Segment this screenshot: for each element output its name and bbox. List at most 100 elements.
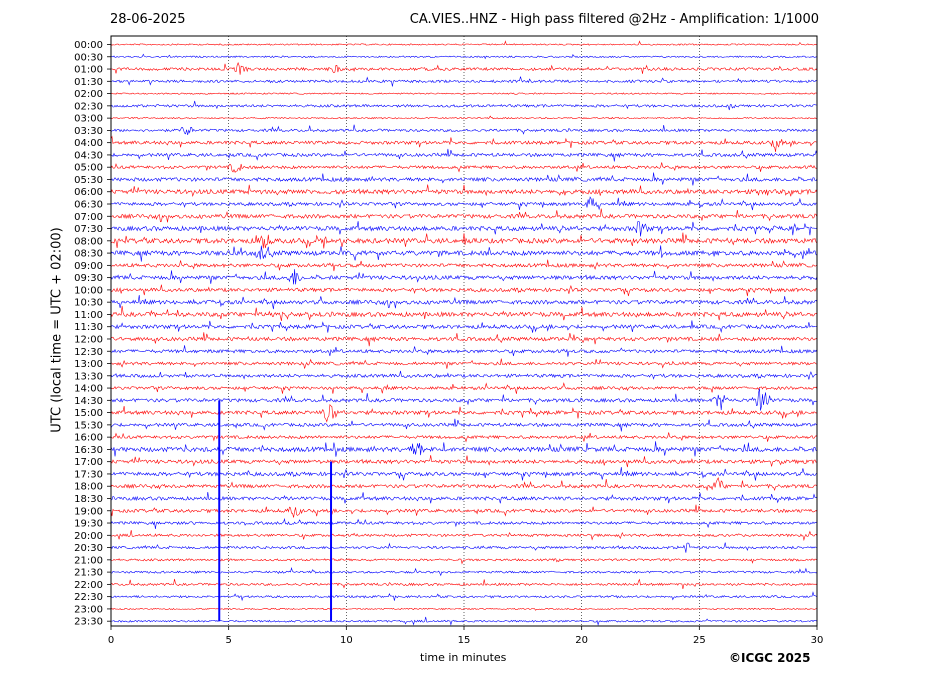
- y-tick-label: 14:30: [74, 396, 103, 407]
- trace-1330: [110, 370, 817, 380]
- y-tick-label: 00:30: [74, 52, 103, 63]
- y-tick-label: 01:00: [74, 65, 103, 76]
- y-tick-label: 11:00: [74, 310, 103, 321]
- y-tick-label: 04:30: [74, 150, 103, 161]
- trace-0430: [110, 148, 818, 162]
- y-tick-label: 22:30: [74, 592, 103, 603]
- y-tick-label: 07:00: [74, 212, 103, 223]
- y-tick-label: 02:00: [74, 89, 103, 100]
- y-tick-label: 03:00: [74, 114, 103, 125]
- trace-0800: [110, 232, 818, 249]
- trace-0500: [110, 162, 818, 173]
- y-tick-label: 06:30: [74, 200, 103, 211]
- copyright-notice: ©ICGC 2025: [729, 651, 811, 665]
- y-tick-label: 10:00: [74, 285, 103, 296]
- y-tick-label: 11:30: [74, 322, 103, 333]
- y-tick-label: 15:00: [74, 408, 103, 419]
- y-tick-label: 16:30: [74, 445, 103, 456]
- trace-1100: [110, 305, 818, 321]
- trace-1400: [110, 382, 818, 394]
- trace-0930: [110, 269, 818, 285]
- x-tick-label: 0: [108, 635, 114, 646]
- trace-0030: [111, 53, 818, 60]
- y-tick-label: 17:30: [74, 469, 103, 480]
- trace-1300: [110, 358, 818, 369]
- x-tick-label: 20: [575, 635, 588, 646]
- trace-0130: [110, 76, 818, 87]
- y-tick-label: 18:30: [74, 494, 103, 505]
- x-tick-label: 25: [693, 635, 706, 646]
- trace-1430: [110, 388, 818, 411]
- y-tick-label: 12:00: [74, 334, 103, 345]
- trace-1030: [110, 294, 818, 310]
- y-tick-label: 22:00: [74, 580, 103, 591]
- y-tick-label: 01:30: [74, 77, 103, 88]
- x-tick-label: 10: [340, 635, 353, 646]
- trace-2100: [110, 558, 818, 565]
- x-axis-label: time in minutes: [420, 651, 507, 664]
- trace-1200: [110, 332, 818, 347]
- y-tick-label: 13:30: [74, 371, 103, 382]
- y-tick-label: 20:30: [74, 543, 103, 554]
- y-tick-label: 15:30: [74, 420, 103, 431]
- seismic-traces: [110, 40, 818, 626]
- y-tick-label: 09:00: [74, 261, 103, 272]
- y-tick-label: 21:00: [74, 555, 103, 566]
- y-tick-label: 05:30: [74, 175, 103, 186]
- trace-2230: [110, 591, 818, 602]
- plot-frame: [110, 35, 818, 627]
- y-tick-label: 21:30: [74, 568, 103, 579]
- trace-2300: [110, 607, 818, 611]
- trace-0330: [110, 124, 818, 136]
- trace-1800: [110, 476, 818, 492]
- y-axis-label: UTC (local time = UTC + 02:00): [49, 227, 65, 433]
- trace-1000: [110, 284, 818, 297]
- y-tick-label: 02:30: [74, 101, 103, 112]
- y-tick-label: 08:30: [74, 249, 103, 260]
- trace-0630: [110, 196, 818, 211]
- trace-0530: [110, 172, 818, 186]
- chart-title: CA.VIES..HNZ - High pass filtered @2Hz -…: [409, 12, 819, 27]
- y-tick-label: 04:00: [74, 138, 103, 149]
- y-tick-label: 17:00: [74, 457, 103, 468]
- trace-2000: [111, 530, 818, 542]
- y-tick-label: 19:30: [74, 519, 103, 530]
- trace-2200: [110, 578, 818, 590]
- trace-1630: [110, 441, 818, 457]
- trace-1600: [110, 432, 818, 443]
- trace-1130: [110, 320, 818, 333]
- y-tick-label: 00:00: [74, 40, 103, 51]
- y-tick-label: 12:30: [74, 347, 103, 358]
- y-tick-label: 19:00: [74, 506, 103, 517]
- y-tick-label: 09:30: [74, 273, 103, 284]
- trace-0400: [110, 135, 818, 152]
- trace-1700: [110, 455, 818, 468]
- trace-0830: [110, 245, 818, 262]
- gridlines: [228, 36, 700, 626]
- trace-0730: [110, 220, 818, 237]
- y-tick-label: 07:30: [74, 224, 103, 235]
- y-tick-label: 10:30: [74, 298, 103, 309]
- trace-2130: [110, 567, 818, 577]
- trace-2030: [110, 542, 818, 553]
- trace-0700: [110, 208, 818, 223]
- x-tick-label: 30: [811, 635, 824, 646]
- trace-1930: [110, 517, 818, 529]
- y-tick-label: 06:00: [74, 187, 103, 198]
- y-tick-label: 18:00: [74, 482, 103, 493]
- trace-0200: [110, 92, 817, 95]
- y-tick-label: 14:00: [74, 384, 103, 395]
- trace-1500: [110, 403, 818, 423]
- y-tick-label: 05:00: [74, 163, 103, 174]
- trace-1230: [110, 345, 818, 357]
- y-tick-label: 08:00: [74, 236, 103, 247]
- y-tick-label: 20:00: [74, 531, 103, 542]
- trace-1830: [110, 491, 818, 504]
- trace-0900: [110, 259, 818, 272]
- trace-1530: [110, 418, 818, 432]
- trace-0230: [110, 100, 817, 111]
- y-tick-label: 13:00: [74, 359, 103, 370]
- x-tick-label: 15: [458, 635, 471, 646]
- trace-0300: [110, 115, 818, 120]
